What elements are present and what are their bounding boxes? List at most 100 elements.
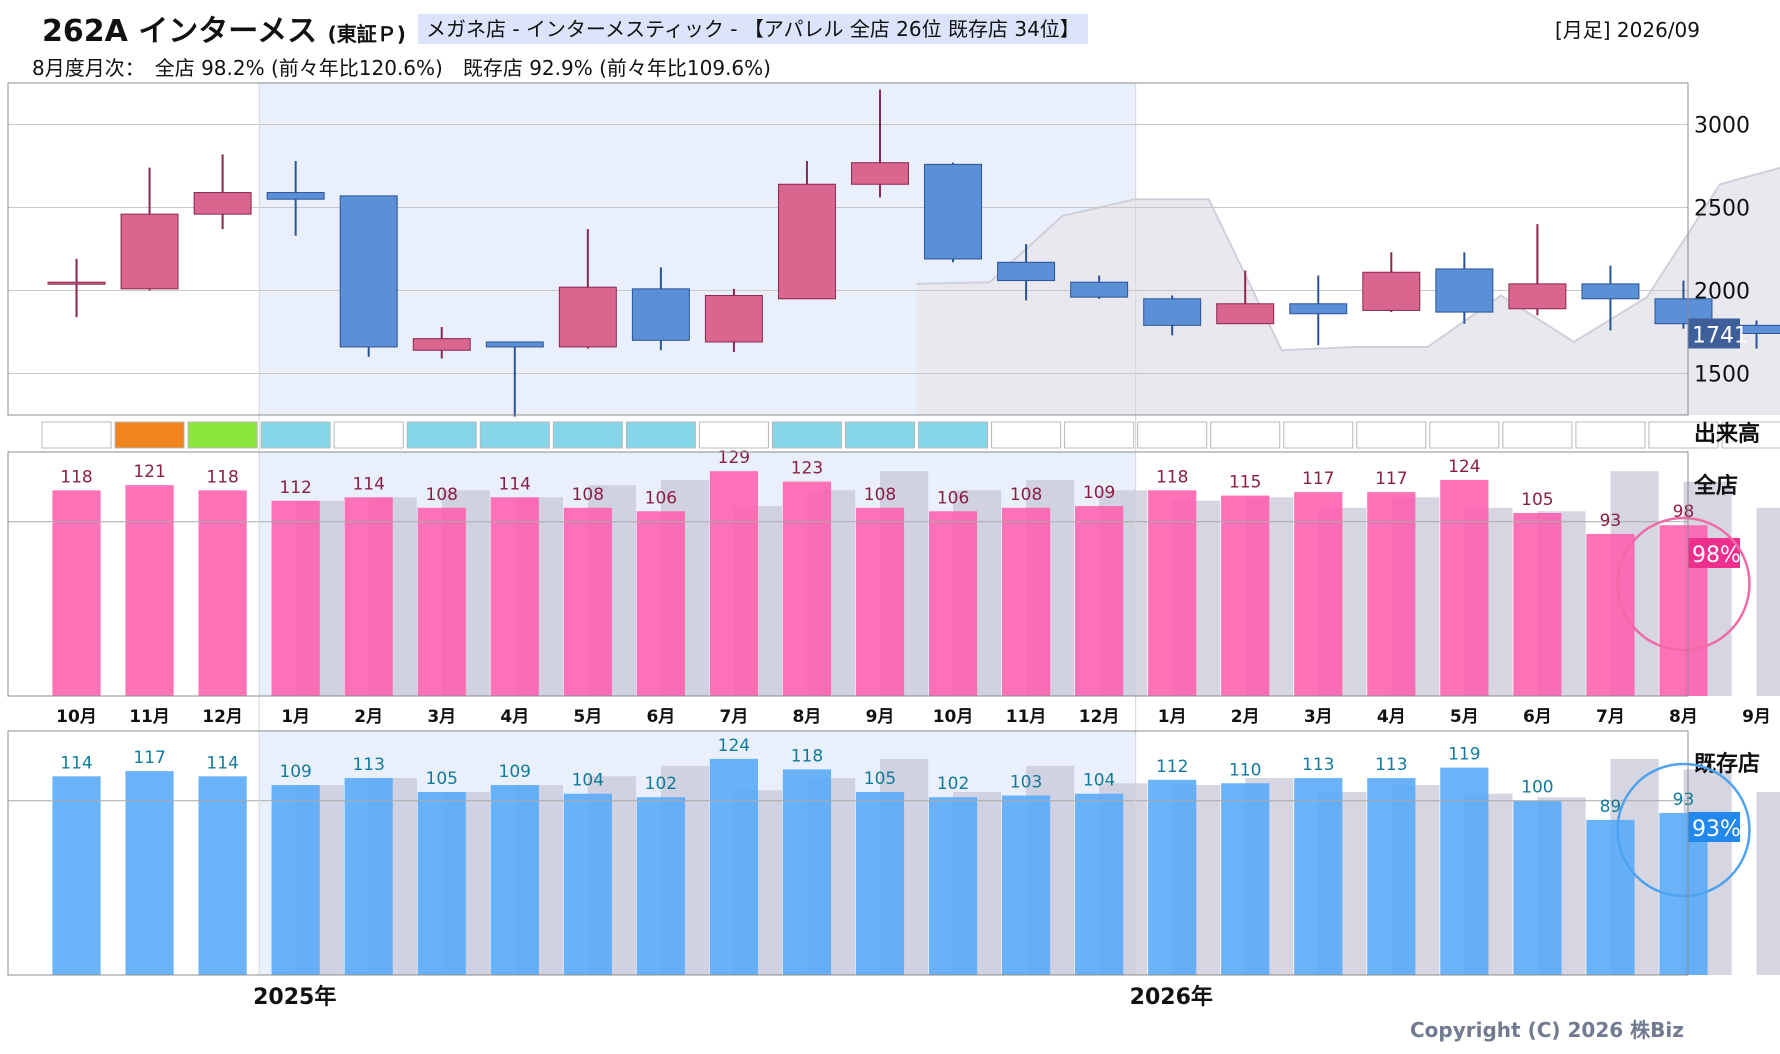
month-label: 1月 xyxy=(1158,707,1187,727)
bar-value-label: 118 xyxy=(60,467,92,487)
bar-value-label: 124 xyxy=(718,736,750,756)
bar-value-label: 114 xyxy=(352,474,384,494)
current-year-bar xyxy=(1148,779,1197,975)
volume-cell xyxy=(1283,421,1354,449)
volume-label: 出来高 xyxy=(1694,421,1760,447)
panel-title: 既存店 xyxy=(1694,751,1760,777)
month-label: 12月 xyxy=(1079,707,1120,727)
current-year-bar xyxy=(1513,800,1562,975)
month-label: 11月 xyxy=(1006,707,1047,727)
current-year-bar xyxy=(782,481,832,696)
volume-cell xyxy=(1721,421,1780,449)
bar-value-label: 100 xyxy=(1521,778,1553,798)
volume-cell xyxy=(552,421,623,449)
bar-value-label: 105 xyxy=(864,769,896,789)
bar-value-label: 106 xyxy=(937,488,969,508)
current-year-bar xyxy=(636,797,685,975)
bar-value-label: 113 xyxy=(1375,755,1407,775)
month-label: 9月 xyxy=(1742,707,1771,727)
candle-body xyxy=(777,183,836,300)
bar-value-label: 110 xyxy=(1229,760,1261,780)
highlight-circle xyxy=(1616,516,1751,652)
percent-badge-text: 93% xyxy=(1692,817,1741,842)
bar-value-label: 103 xyxy=(1010,772,1042,792)
volume-cell xyxy=(1356,421,1427,449)
bar-value-label: 108 xyxy=(426,485,458,505)
current-year-bar xyxy=(417,792,466,975)
current-year-bar xyxy=(125,771,174,975)
current-year-bar xyxy=(636,511,685,696)
current-year-bar xyxy=(1586,533,1635,696)
bar-value-label: 112 xyxy=(1156,757,1188,777)
price-tick-label: 1500 xyxy=(1694,363,1750,388)
current-year-bar xyxy=(198,490,247,696)
candle-body xyxy=(924,163,983,260)
candle-body xyxy=(266,192,325,200)
bar-value-label: 108 xyxy=(572,485,604,505)
bar-value-label: 102 xyxy=(937,774,969,794)
month-label: 7月 xyxy=(719,707,748,727)
market-name: (東証Ｐ) xyxy=(327,22,406,46)
candle-body xyxy=(1289,303,1348,315)
current-year-bar xyxy=(1221,783,1270,975)
month-label: 2月 xyxy=(1231,707,1260,727)
volume-cell xyxy=(625,421,696,449)
current-year-bar xyxy=(1001,507,1051,696)
current-year-bar xyxy=(344,778,393,975)
volume-cell xyxy=(1137,421,1208,449)
copyright-text: Copyright (C) 2026 株Biz xyxy=(1410,1018,1684,1042)
moving-average-area xyxy=(916,167,1780,415)
bar-value-label: 105 xyxy=(426,769,458,789)
bar-value-label: 114 xyxy=(60,753,92,773)
current-year-bar xyxy=(271,785,320,975)
volume-cell xyxy=(918,421,989,449)
volume-cell xyxy=(479,421,550,449)
volume-cell xyxy=(844,421,916,449)
year-label: 2026年 xyxy=(1130,984,1213,1010)
candle-body xyxy=(485,341,544,348)
period-label: [月足] 2026/09 xyxy=(1554,18,1700,42)
current-year-bar xyxy=(1513,513,1562,696)
current-year-bar xyxy=(490,785,539,975)
current-year-bar xyxy=(1075,793,1124,975)
current-year-bar xyxy=(1221,495,1270,696)
month-label: 5月 xyxy=(1450,707,1479,727)
month-label: 10月 xyxy=(56,707,97,727)
month-label: 3月 xyxy=(427,707,456,727)
current-year-bar xyxy=(855,507,905,696)
current-year-bar xyxy=(709,471,759,696)
percent-badge xyxy=(1688,812,1740,842)
month-label: 11月 xyxy=(129,707,170,727)
bar-value-label: 106 xyxy=(645,488,677,508)
bar-value-label: 119 xyxy=(1448,745,1480,765)
prev-year-bar xyxy=(1756,507,1780,696)
percent-badge-text: 98% xyxy=(1692,543,1741,568)
current-year-bar xyxy=(417,507,466,696)
volume-cell xyxy=(1648,421,1719,449)
month-label: 7月 xyxy=(1596,707,1625,727)
month-label: 2月 xyxy=(354,707,383,727)
current-year-bar xyxy=(198,776,247,975)
last-price-value: 1741 xyxy=(1692,323,1748,348)
month-label: 8月 xyxy=(1669,707,1698,727)
volume-cell xyxy=(187,421,258,449)
candle-body xyxy=(631,288,690,341)
price-tick-label: 2500 xyxy=(1694,197,1750,222)
month-label: 4月 xyxy=(500,707,529,727)
bar-value-label: 124 xyxy=(1448,457,1480,477)
volume-cell xyxy=(771,421,842,449)
bar-value-label: 121 xyxy=(133,462,165,482)
month-label: 4月 xyxy=(1377,707,1406,727)
bar-value-label: 102 xyxy=(645,774,677,794)
bar-value-label: 93 xyxy=(1600,511,1622,531)
prev-year-bar xyxy=(1756,792,1780,975)
monthly-summary: 8月度月次： 全店 98.2% (前々年比120.6%) 既存店 92.9% (… xyxy=(32,56,771,80)
year-label: 2025年 xyxy=(253,984,336,1010)
last-price-badge xyxy=(1688,318,1740,349)
current-year-bar xyxy=(1148,490,1197,696)
bar-value-label: 108 xyxy=(1010,485,1042,505)
current-year-bar xyxy=(125,485,174,696)
volume-cell xyxy=(698,421,769,449)
percent-badge xyxy=(1688,538,1740,568)
